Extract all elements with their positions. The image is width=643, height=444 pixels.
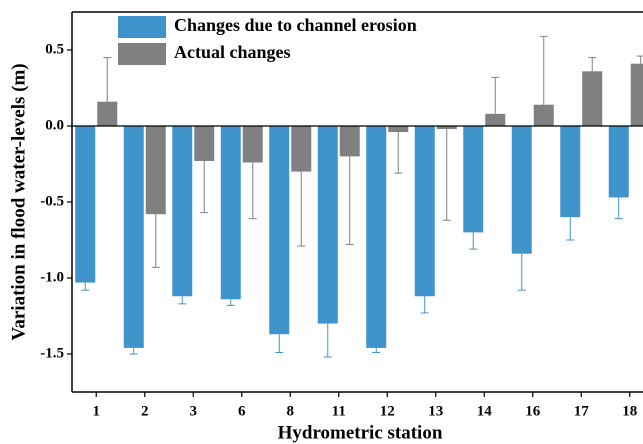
x-tick-label: 13 bbox=[428, 403, 443, 419]
x-tick-label: 8 bbox=[287, 403, 295, 419]
x-tick-label: 12 bbox=[380, 403, 395, 419]
bar bbox=[194, 126, 215, 161]
y-axis-label: Variation in flood water-levels (m) bbox=[8, 63, 29, 340]
error-bar bbox=[81, 282, 90, 291]
error-bar bbox=[566, 217, 575, 241]
legend-label: Changes due to channel erosion bbox=[174, 15, 417, 35]
legend-swatch bbox=[118, 43, 166, 65]
x-tick-label: 18 bbox=[622, 403, 637, 419]
error-bar bbox=[636, 55, 643, 64]
bar bbox=[366, 126, 387, 348]
x-tick-label: 11 bbox=[332, 403, 346, 419]
bar bbox=[317, 126, 338, 324]
bar bbox=[582, 71, 603, 126]
y-tick-label: -1.0 bbox=[40, 269, 64, 285]
bar bbox=[97, 101, 118, 126]
error-bar bbox=[103, 57, 112, 102]
error-bar bbox=[297, 171, 306, 247]
error-bar bbox=[372, 347, 381, 353]
error-bar bbox=[178, 296, 187, 305]
error-bar bbox=[345, 156, 354, 246]
y-tick-label: -0.5 bbox=[40, 193, 64, 209]
x-tick-label: 14 bbox=[477, 403, 493, 419]
y-tick-label: 0.0 bbox=[45, 117, 64, 133]
bar bbox=[145, 126, 166, 215]
y-tick-label: -1.5 bbox=[40, 345, 64, 361]
bar bbox=[533, 104, 554, 126]
x-tick-label: 2 bbox=[141, 403, 149, 419]
x-tick-label: 16 bbox=[525, 403, 541, 419]
error-bar bbox=[151, 214, 160, 268]
error-bar bbox=[275, 334, 284, 353]
y-tick-label: 0.5 bbox=[45, 41, 64, 57]
x-tick-label: 17 bbox=[574, 403, 590, 419]
bar bbox=[291, 126, 312, 172]
legend-swatch bbox=[118, 16, 166, 38]
bar bbox=[630, 63, 643, 126]
error-bar bbox=[588, 57, 597, 72]
error-bar bbox=[442, 129, 451, 221]
bar bbox=[75, 126, 96, 283]
error-bar bbox=[420, 296, 429, 314]
legend-label: Actual changes bbox=[174, 42, 291, 62]
error-bar bbox=[469, 232, 478, 250]
error-bar bbox=[323, 323, 332, 358]
error-bar bbox=[129, 347, 138, 355]
x-tick-label: 3 bbox=[190, 403, 198, 419]
error-bar bbox=[517, 253, 526, 291]
x-tick-label: 1 bbox=[93, 403, 101, 419]
error-bar bbox=[394, 132, 403, 174]
bar bbox=[269, 126, 290, 335]
error-bar bbox=[614, 197, 623, 220]
bar bbox=[339, 126, 360, 157]
bar bbox=[560, 126, 581, 218]
x-axis-label: Hydrometric station bbox=[278, 422, 443, 443]
bar bbox=[608, 126, 629, 198]
bar bbox=[463, 126, 484, 233]
error-bar bbox=[200, 160, 209, 214]
bar bbox=[220, 126, 241, 300]
bar bbox=[123, 126, 144, 348]
error-bar bbox=[248, 162, 257, 220]
bar bbox=[436, 126, 457, 130]
bar bbox=[388, 126, 409, 133]
bar bbox=[414, 126, 435, 297]
bar bbox=[242, 126, 263, 163]
error-bar bbox=[539, 35, 548, 105]
bar bbox=[485, 113, 506, 126]
bar bbox=[511, 126, 532, 254]
x-tick-label: 6 bbox=[238, 403, 246, 419]
error-bar bbox=[226, 299, 235, 306]
error-bar bbox=[491, 76, 500, 114]
bar bbox=[172, 126, 193, 297]
